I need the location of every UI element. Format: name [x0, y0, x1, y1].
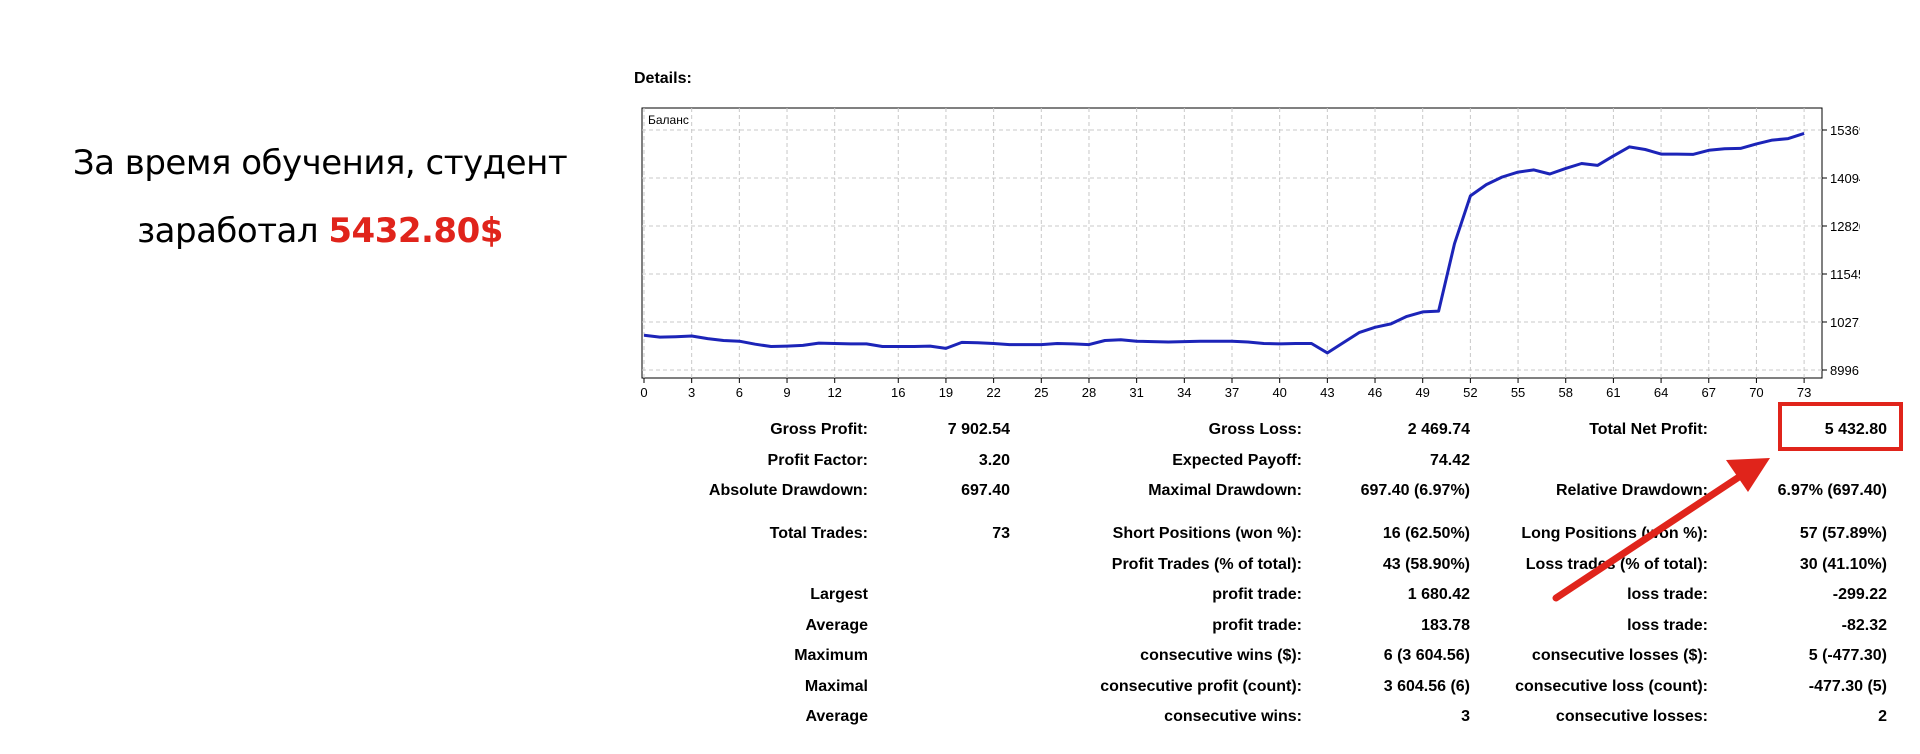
stat-label: consecutive losses ($):: [1531, 647, 1708, 664]
arrow-head: [1726, 458, 1770, 492]
chart-title: Баланс: [648, 113, 689, 127]
total-net-profit-highlight: [1778, 402, 1903, 451]
x-tick-label: 31: [1129, 385, 1143, 400]
stat-label: Average: [805, 617, 868, 634]
x-tick-label: 12: [827, 385, 841, 400]
stat-value: -299.22: [1832, 586, 1887, 603]
y-tick-label: 12820: [1830, 219, 1860, 234]
balance-line: [643, 131, 1805, 355]
arrow-shaft: [1552, 471, 1746, 602]
stat-value: 6.97% (697.40): [1777, 482, 1887, 499]
caption-prefix: заработал: [137, 211, 329, 251]
caption-line-2: заработал 5432.80$: [40, 211, 600, 251]
x-tick-label: 0: [640, 385, 647, 400]
stat-label: profit trade:: [1212, 586, 1302, 603]
stat-value: 697.40: [961, 482, 1010, 499]
stat-value: 2 469.74: [1407, 421, 1470, 438]
stat-label: Profit Factor:: [767, 452, 868, 469]
stat-label: consecutive losses:: [1555, 708, 1708, 725]
stat-label: Expected Payoff:: [1172, 452, 1302, 469]
balance-chart: 0 3 6 9 12 16 19 22 25 28 31 34 37 40 43 46 49 52 55 58 61 64…: [640, 107, 1860, 400]
stat-value: 2: [1878, 708, 1887, 725]
y-tick-label: 14094: [1830, 171, 1860, 186]
x-tick-label: 6: [736, 385, 743, 400]
stat-label: loss trade:: [1627, 617, 1708, 634]
x-tick-label: 37: [1225, 385, 1239, 400]
stat-label: profit trade:: [1212, 617, 1302, 634]
stat-label: Maximal: [804, 678, 868, 695]
y-tick-label: 11545: [1830, 267, 1860, 282]
stat-label: Loss trades (% of total):: [1525, 556, 1708, 573]
x-tick-label: 58: [1558, 385, 1572, 400]
x-tick-label: 52: [1463, 385, 1477, 400]
x-tick-label: 34: [1177, 385, 1191, 400]
x-tick-label: 70: [1749, 385, 1763, 400]
x-tick-label: 28: [1082, 385, 1096, 400]
stat-label: Average: [805, 708, 868, 725]
stat-label: Total Net Profit:: [1589, 421, 1708, 438]
stat-label: Relative Drawdown:: [1555, 482, 1708, 499]
stat-value: 183.78: [1421, 617, 1470, 634]
stat-label: Gross Profit:: [770, 421, 868, 438]
stat-label: consecutive loss (count):: [1515, 678, 1708, 695]
details-label: Details:: [634, 70, 692, 87]
stat-label: Largest: [810, 586, 868, 603]
stat-value: 7 902.54: [947, 421, 1010, 438]
x-tick-label: 9: [783, 385, 790, 400]
stat-value: 1 680.42: [1407, 586, 1470, 603]
stat-value: 3 604.56 (6): [1383, 678, 1470, 695]
stat-value: 16 (62.50%): [1382, 525, 1470, 542]
stat-label: Profit Trades (% of total):: [1111, 556, 1302, 573]
stat-value: 697.40 (6.97%): [1360, 482, 1470, 499]
stat-value: 57 (57.89%): [1799, 525, 1887, 542]
caption: За время обучения, студент заработал 543…: [40, 143, 600, 251]
x-tick-label: 49: [1415, 385, 1429, 400]
stat-value: -477.30 (5): [1808, 678, 1887, 695]
stat-value: 30 (41.10%): [1799, 556, 1887, 573]
caption-line-1: За время обучения, студент: [72, 143, 568, 183]
stat-value: 73: [992, 525, 1010, 542]
x-tick-label: 46: [1368, 385, 1382, 400]
x-tick-label: 67: [1702, 385, 1716, 400]
stat-label: loss trade:: [1627, 586, 1708, 603]
x-tick-label: 61: [1606, 385, 1620, 400]
stat-label: Maximal Drawdown:: [1148, 482, 1302, 499]
stat-label: Total Trades:: [769, 525, 868, 542]
x-tick-label: 43: [1320, 385, 1334, 400]
stat-value: 5 (-477.30): [1808, 647, 1887, 664]
x-tick-label: 22: [986, 385, 1000, 400]
stat-label: Short Positions (won %):: [1112, 525, 1302, 542]
stat-value: 74.42: [1429, 452, 1470, 469]
stat-label: Gross Loss:: [1208, 421, 1302, 438]
stat-value: 6 (3 604.56): [1383, 647, 1470, 664]
stat-label: Maximum: [794, 647, 868, 664]
stat-label: Absolute Drawdown:: [708, 482, 868, 499]
stat-label: consecutive profit (count):: [1100, 678, 1302, 695]
x-tick-label: 19: [939, 385, 953, 400]
x-tick-label: 55: [1511, 385, 1525, 400]
y-tick-label: 15369: [1830, 123, 1860, 138]
caption-amount: 5432.80$: [328, 211, 503, 251]
stat-value: 43 (58.90%): [1382, 556, 1470, 573]
total-net-profit-value: 5 432.80: [1824, 421, 1887, 438]
x-tick-label: 16: [891, 385, 905, 400]
stat-value: 3.20: [978, 452, 1010, 469]
x-tick-label: 3: [688, 385, 695, 400]
x-tick-label: 40: [1272, 385, 1286, 400]
stat-value: 3: [1461, 708, 1470, 725]
stat-value: -82.32: [1841, 617, 1887, 634]
x-tick-label: 73: [1797, 385, 1811, 400]
stat-label: consecutive wins ($):: [1140, 647, 1302, 664]
y-tick-label: 8996: [1830, 363, 1859, 378]
x-tick-label: 25: [1034, 385, 1048, 400]
stat-label: consecutive wins:: [1164, 708, 1302, 725]
x-tick-label: 64: [1654, 385, 1668, 400]
